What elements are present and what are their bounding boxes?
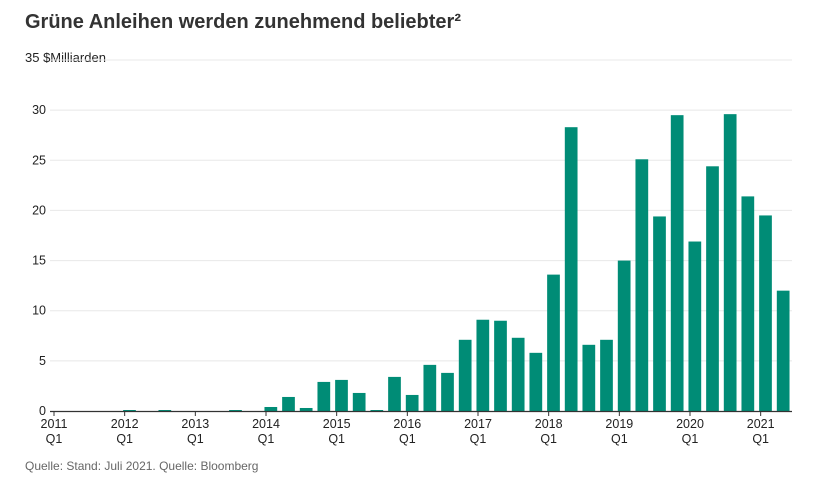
x-tick-label-2018: 2018 xyxy=(535,417,563,431)
x-tick-quarter-2012: Q1 xyxy=(116,432,133,446)
bar-2017-Q3 xyxy=(511,337,525,411)
bar-2014-Q1 xyxy=(264,406,278,411)
bar-2016-Q3 xyxy=(441,372,454,411)
bar-2018-Q1 xyxy=(547,274,560,411)
bar-2021-Q1 xyxy=(759,215,772,411)
x-tick-label-2016: 2016 xyxy=(393,417,421,431)
bar-2012-Q1 xyxy=(123,410,136,411)
y-tick-label-10: 10 xyxy=(32,304,46,318)
y-axis-top-label: 35 $Milliarden xyxy=(25,50,106,65)
chart-title: Grüne Anleihen werden zunehmend beliebte… xyxy=(25,11,461,33)
bar-2012-Q3 xyxy=(158,410,172,411)
bar-2017-Q4 xyxy=(529,352,543,411)
bar-2015-Q4 xyxy=(388,376,401,411)
x-tick-label-2019: 2019 xyxy=(605,417,633,431)
bar-2020-Q1 xyxy=(688,241,702,411)
bar-2020-Q2 xyxy=(706,166,719,411)
x-tick-quarter-2018: Q1 xyxy=(540,432,557,446)
bar-2019-Q3 xyxy=(653,216,666,411)
bar-2014-Q4 xyxy=(317,381,331,411)
x-tick-quarter-2015: Q1 xyxy=(328,432,345,446)
bar-2017-Q1 xyxy=(476,319,490,411)
x-tick-quarter-2016: Q1 xyxy=(399,432,416,446)
bar-2021-Q2 xyxy=(776,290,790,411)
bar-2014-Q2 xyxy=(282,396,295,411)
x-tick-quarter-2019: Q1 xyxy=(611,432,628,446)
y-tick-label-15: 15 xyxy=(32,254,46,268)
bar-2015-Q3 xyxy=(370,410,384,411)
x-tick-label-2011: 2011 xyxy=(41,417,68,431)
y-tick-label-30: 30 xyxy=(32,103,46,117)
bar-2016-Q4 xyxy=(458,339,472,411)
x-tick-label-2020: 2020 xyxy=(676,417,704,431)
x-tick-label-2021: 2021 xyxy=(747,417,775,431)
source-note: Quelle: Stand: Juli 2021. Quelle: Bloomb… xyxy=(25,459,259,473)
bar-2013-Q3 xyxy=(229,410,242,411)
bar-2019-Q4 xyxy=(670,115,684,411)
x-tick-quarter-2020: Q1 xyxy=(682,432,699,446)
x-tick-label-2014: 2014 xyxy=(252,417,280,431)
x-tick-label-2013: 2013 xyxy=(181,417,209,431)
y-tick-label-20: 20 xyxy=(32,203,46,217)
x-tick-quarter-2021: Q1 xyxy=(752,432,769,446)
bar-2019-Q2 xyxy=(635,159,649,411)
bar-2016-Q2 xyxy=(423,364,437,411)
bar-2018-Q4 xyxy=(600,339,613,411)
x-tick-quarter-2013: Q1 xyxy=(187,432,204,446)
bar-2018-Q3 xyxy=(582,344,596,411)
y-tick-label-25: 25 xyxy=(32,153,46,167)
x-tick-label-2015: 2015 xyxy=(323,417,351,431)
x-tick-quarter-2011: Q1 xyxy=(46,432,63,446)
bar-2019-Q1 xyxy=(617,260,631,411)
bar-2016-Q1 xyxy=(405,394,419,411)
x-tick-label-2012: 2012 xyxy=(111,417,139,431)
bar-2020-Q3 xyxy=(723,114,737,412)
bar-2015-Q1 xyxy=(335,379,348,411)
bar-2020-Q4 xyxy=(741,196,755,411)
bar-2015-Q2 xyxy=(352,392,366,411)
x-tick-quarter-2014: Q1 xyxy=(258,432,275,446)
bar-2017-Q2 xyxy=(494,320,507,411)
x-tick-quarter-2017: Q1 xyxy=(470,432,487,446)
bar-2018-Q2 xyxy=(564,127,578,411)
bar-2014-Q3 xyxy=(299,407,313,411)
y-tick-label-0: 0 xyxy=(39,404,46,418)
x-tick-label-2017: 2017 xyxy=(464,417,492,431)
y-tick-label-5: 5 xyxy=(39,354,46,368)
